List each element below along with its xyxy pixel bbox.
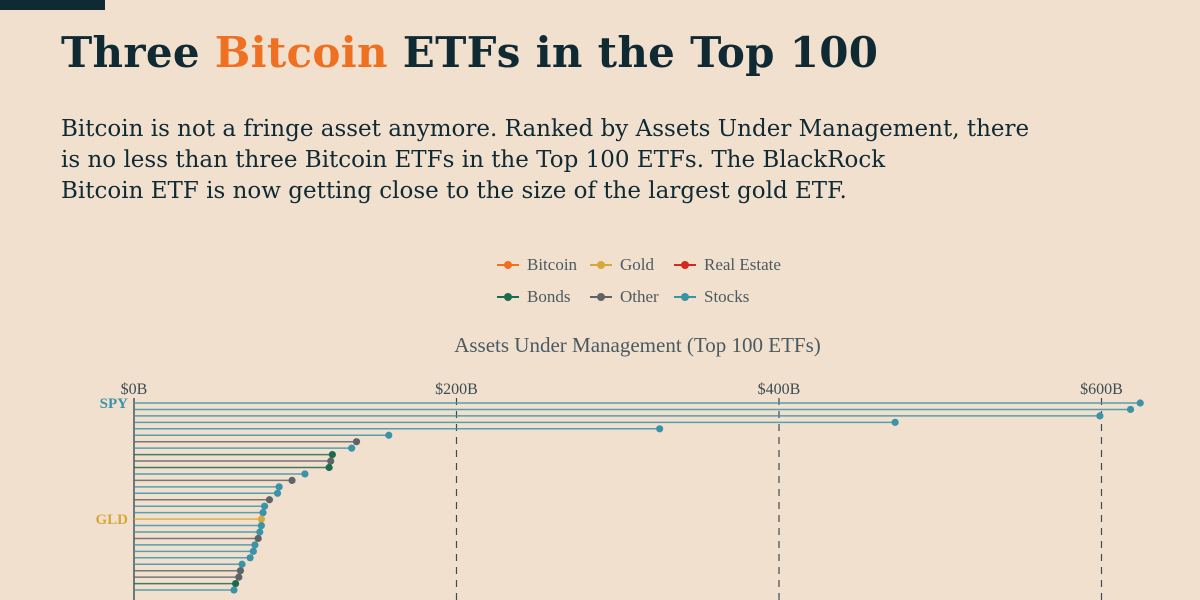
x-tick-label: $400B — [758, 381, 801, 398]
lollipop-dot — [352, 438, 361, 446]
lollipop-dot — [265, 496, 274, 504]
legend-label: Real Estate — [704, 255, 781, 274]
lollipop-dot — [275, 483, 283, 491]
lollipop-dot — [251, 541, 259, 549]
legend-label: Bitcoin — [527, 255, 578, 274]
legend-label: Gold — [620, 255, 654, 274]
legend-swatch-real-estate — [674, 252, 696, 278]
lollipop-dot — [256, 528, 264, 536]
legend-swatch-gold — [590, 252, 612, 278]
lollipop-dot — [249, 547, 257, 555]
lollipop-dot — [327, 457, 335, 465]
lollipop-dot — [891, 418, 899, 426]
legend-item-gold: Gold — [590, 252, 654, 278]
lollipop-dot — [257, 515, 265, 523]
legend-swatch-bonds — [497, 284, 519, 310]
legend-row: Bitcoin Gold Real Estate — [0, 252, 1200, 278]
legend-label: Bonds — [527, 287, 571, 306]
legend-item-other: Other — [590, 284, 659, 310]
legend-swatch-other — [590, 284, 612, 310]
lollipop-dot — [235, 573, 243, 581]
title-post: ETFs in the Top 100 — [387, 28, 879, 77]
title-accent: Bitcoin — [214, 28, 388, 77]
lollipop-dot — [273, 489, 282, 497]
subtitle: Bitcoin is not a fringe asset anymore. R… — [61, 114, 1141, 207]
x-axis-title: Assets Under Management (Top 100 ETFs) — [454, 333, 821, 357]
etf-label: GLD — [95, 512, 128, 528]
x-tick-label: $200B — [435, 381, 478, 398]
lollipop-dot — [656, 425, 664, 433]
legend-label: Other — [620, 287, 659, 306]
legend-row: Bonds Other Stocks — [0, 284, 1200, 310]
lollipop-dot — [385, 431, 393, 439]
lollipop-dot — [328, 451, 336, 459]
legend-item-bonds: Bonds — [497, 284, 570, 310]
legend-item-real-estate: Real Estate — [674, 252, 781, 278]
lollipop-dot — [261, 502, 269, 510]
subtitle-line: is no less than three Bitcoin ETFs in th… — [61, 147, 886, 173]
lollipop-dot — [301, 470, 309, 478]
title-pre: Three — [61, 28, 215, 77]
lollipop-dot — [230, 586, 238, 594]
lollipop-dot — [257, 521, 265, 530]
page-title: Three Bitcoin ETFs in the Top 100 — [61, 28, 878, 77]
subtitle-line: Bitcoin is not a fringe asset anymore. R… — [61, 116, 1030, 142]
legend-item-stocks: Stocks — [674, 284, 749, 310]
lollipop-dot — [254, 534, 262, 543]
legend-swatch-stocks — [674, 284, 696, 310]
corner-accent-bar — [0, 0, 105, 10]
lollipop-dot — [236, 567, 245, 575]
legend-swatch-bitcoin — [497, 252, 519, 278]
subtitle-line: Bitcoin ETF is now getting close to the … — [61, 178, 847, 204]
lollipop-dot — [246, 554, 254, 562]
lollipop-dot — [288, 476, 296, 484]
x-tick-label: $0B — [121, 381, 148, 398]
legend-item-bitcoin: Bitcoin — [497, 252, 577, 278]
lollipop-dot — [1096, 412, 1104, 420]
lollipop-dot — [1126, 405, 1135, 414]
etf-label: SPY — [100, 396, 129, 412]
lollipop-dot — [259, 509, 267, 517]
lollipop-dot — [325, 463, 333, 472]
x-tick-label: $600B — [1080, 381, 1123, 398]
legend-label: Stocks — [704, 287, 750, 306]
lollipop-dot — [348, 444, 356, 452]
lollipop-dot — [231, 580, 240, 588]
lollipop-dot — [238, 560, 246, 568]
lollipop-dot — [1136, 399, 1144, 407]
